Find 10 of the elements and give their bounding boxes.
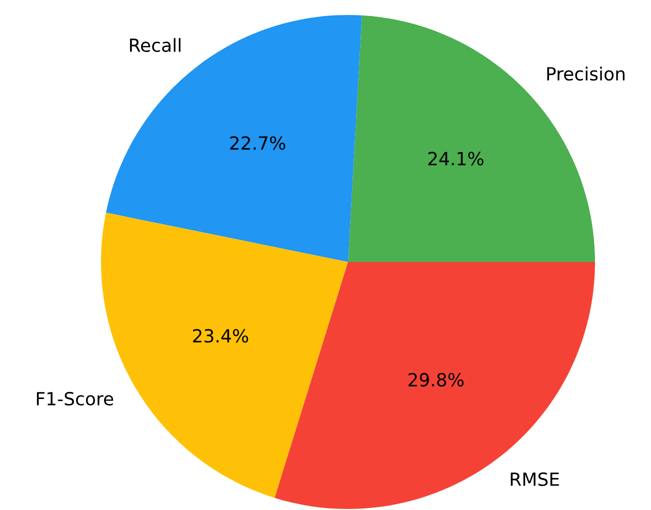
slice-label: Recall [130,38,180,52]
data-label: 29.8% [408,372,464,387]
data-label: 23.4% [193,329,248,343]
slice-label: RMSE [510,472,559,486]
slice-label: Precision [547,66,624,81]
data-label: 22.7% [230,136,286,150]
data-label: 24.1% [428,152,484,166]
slice-label: F1-Score [36,392,114,406]
pie-slice [106,15,362,262]
pie-slice [274,262,595,509]
